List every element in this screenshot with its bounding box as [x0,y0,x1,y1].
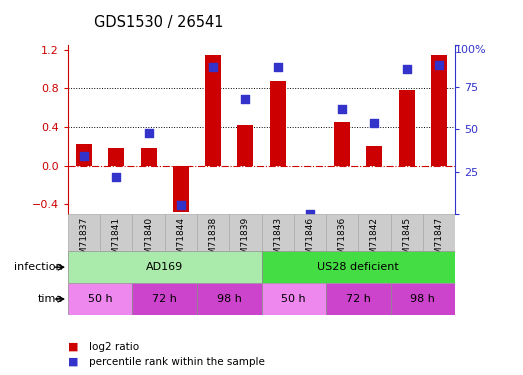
Text: GSM71843: GSM71843 [273,217,282,266]
Bar [141,148,157,165]
Text: 100%: 100% [455,45,486,55]
Bar [76,144,92,165]
Text: ■: ■ [68,342,78,352]
Text: 50 h: 50 h [281,294,306,304]
Text: GSM71838: GSM71838 [209,217,218,266]
Point [144,130,153,136]
Text: GSM71844: GSM71844 [176,217,185,266]
Bar [423,214,455,251]
Bar [269,81,286,165]
Bar [326,214,358,251]
Text: infection: infection [14,262,63,272]
Bar [237,125,254,165]
Text: GSM71840: GSM71840 [144,217,153,266]
Point [338,106,346,112]
Text: GDS1530 / 26541: GDS1530 / 26541 [94,15,224,30]
Bar [391,283,455,315]
Text: GSM71836: GSM71836 [338,217,347,266]
Bar [262,251,455,283]
Bar [165,214,197,251]
Bar [262,214,294,251]
Point [435,62,443,68]
Point [370,120,379,126]
Bar [431,55,447,165]
Point [177,202,185,208]
Bar [205,55,221,165]
Point [209,64,218,70]
Text: GSM71842: GSM71842 [370,217,379,266]
Text: GSM71837: GSM71837 [79,217,88,266]
Bar [100,214,132,251]
Text: US28 deficient: US28 deficient [317,262,399,272]
Text: GSM71847: GSM71847 [435,217,444,266]
Bar [68,251,262,283]
Bar [132,283,197,315]
Bar [366,146,382,165]
Text: 98 h: 98 h [411,294,435,304]
Text: ■: ■ [68,357,78,367]
Point [305,211,314,217]
Text: GSM71846: GSM71846 [305,217,314,266]
Point [241,96,249,102]
Bar [391,214,423,251]
Text: 50 h: 50 h [88,294,112,304]
Point [403,66,411,72]
Bar [262,283,326,315]
Point [112,174,120,180]
Text: time: time [38,294,63,304]
Bar [229,214,262,251]
Text: percentile rank within the sample: percentile rank within the sample [89,357,265,367]
Text: AD169: AD169 [146,262,184,272]
Text: 72 h: 72 h [346,294,371,304]
Bar [358,214,391,251]
Bar [132,214,165,251]
Bar [334,122,350,165]
Bar [326,283,391,315]
Bar [294,214,326,251]
Bar [108,148,124,165]
Text: 98 h: 98 h [217,294,242,304]
Text: GSM71839: GSM71839 [241,217,250,266]
Text: log2 ratio: log2 ratio [89,342,139,352]
Bar [68,214,100,251]
Bar [173,165,189,212]
Bar [197,283,262,315]
Text: GSM71841: GSM71841 [112,217,121,266]
Bar [399,90,415,165]
Point [274,64,282,70]
Text: GSM71845: GSM71845 [402,217,411,266]
Bar [197,214,229,251]
Text: 72 h: 72 h [152,294,177,304]
Bar [68,283,132,315]
Point [80,153,88,159]
